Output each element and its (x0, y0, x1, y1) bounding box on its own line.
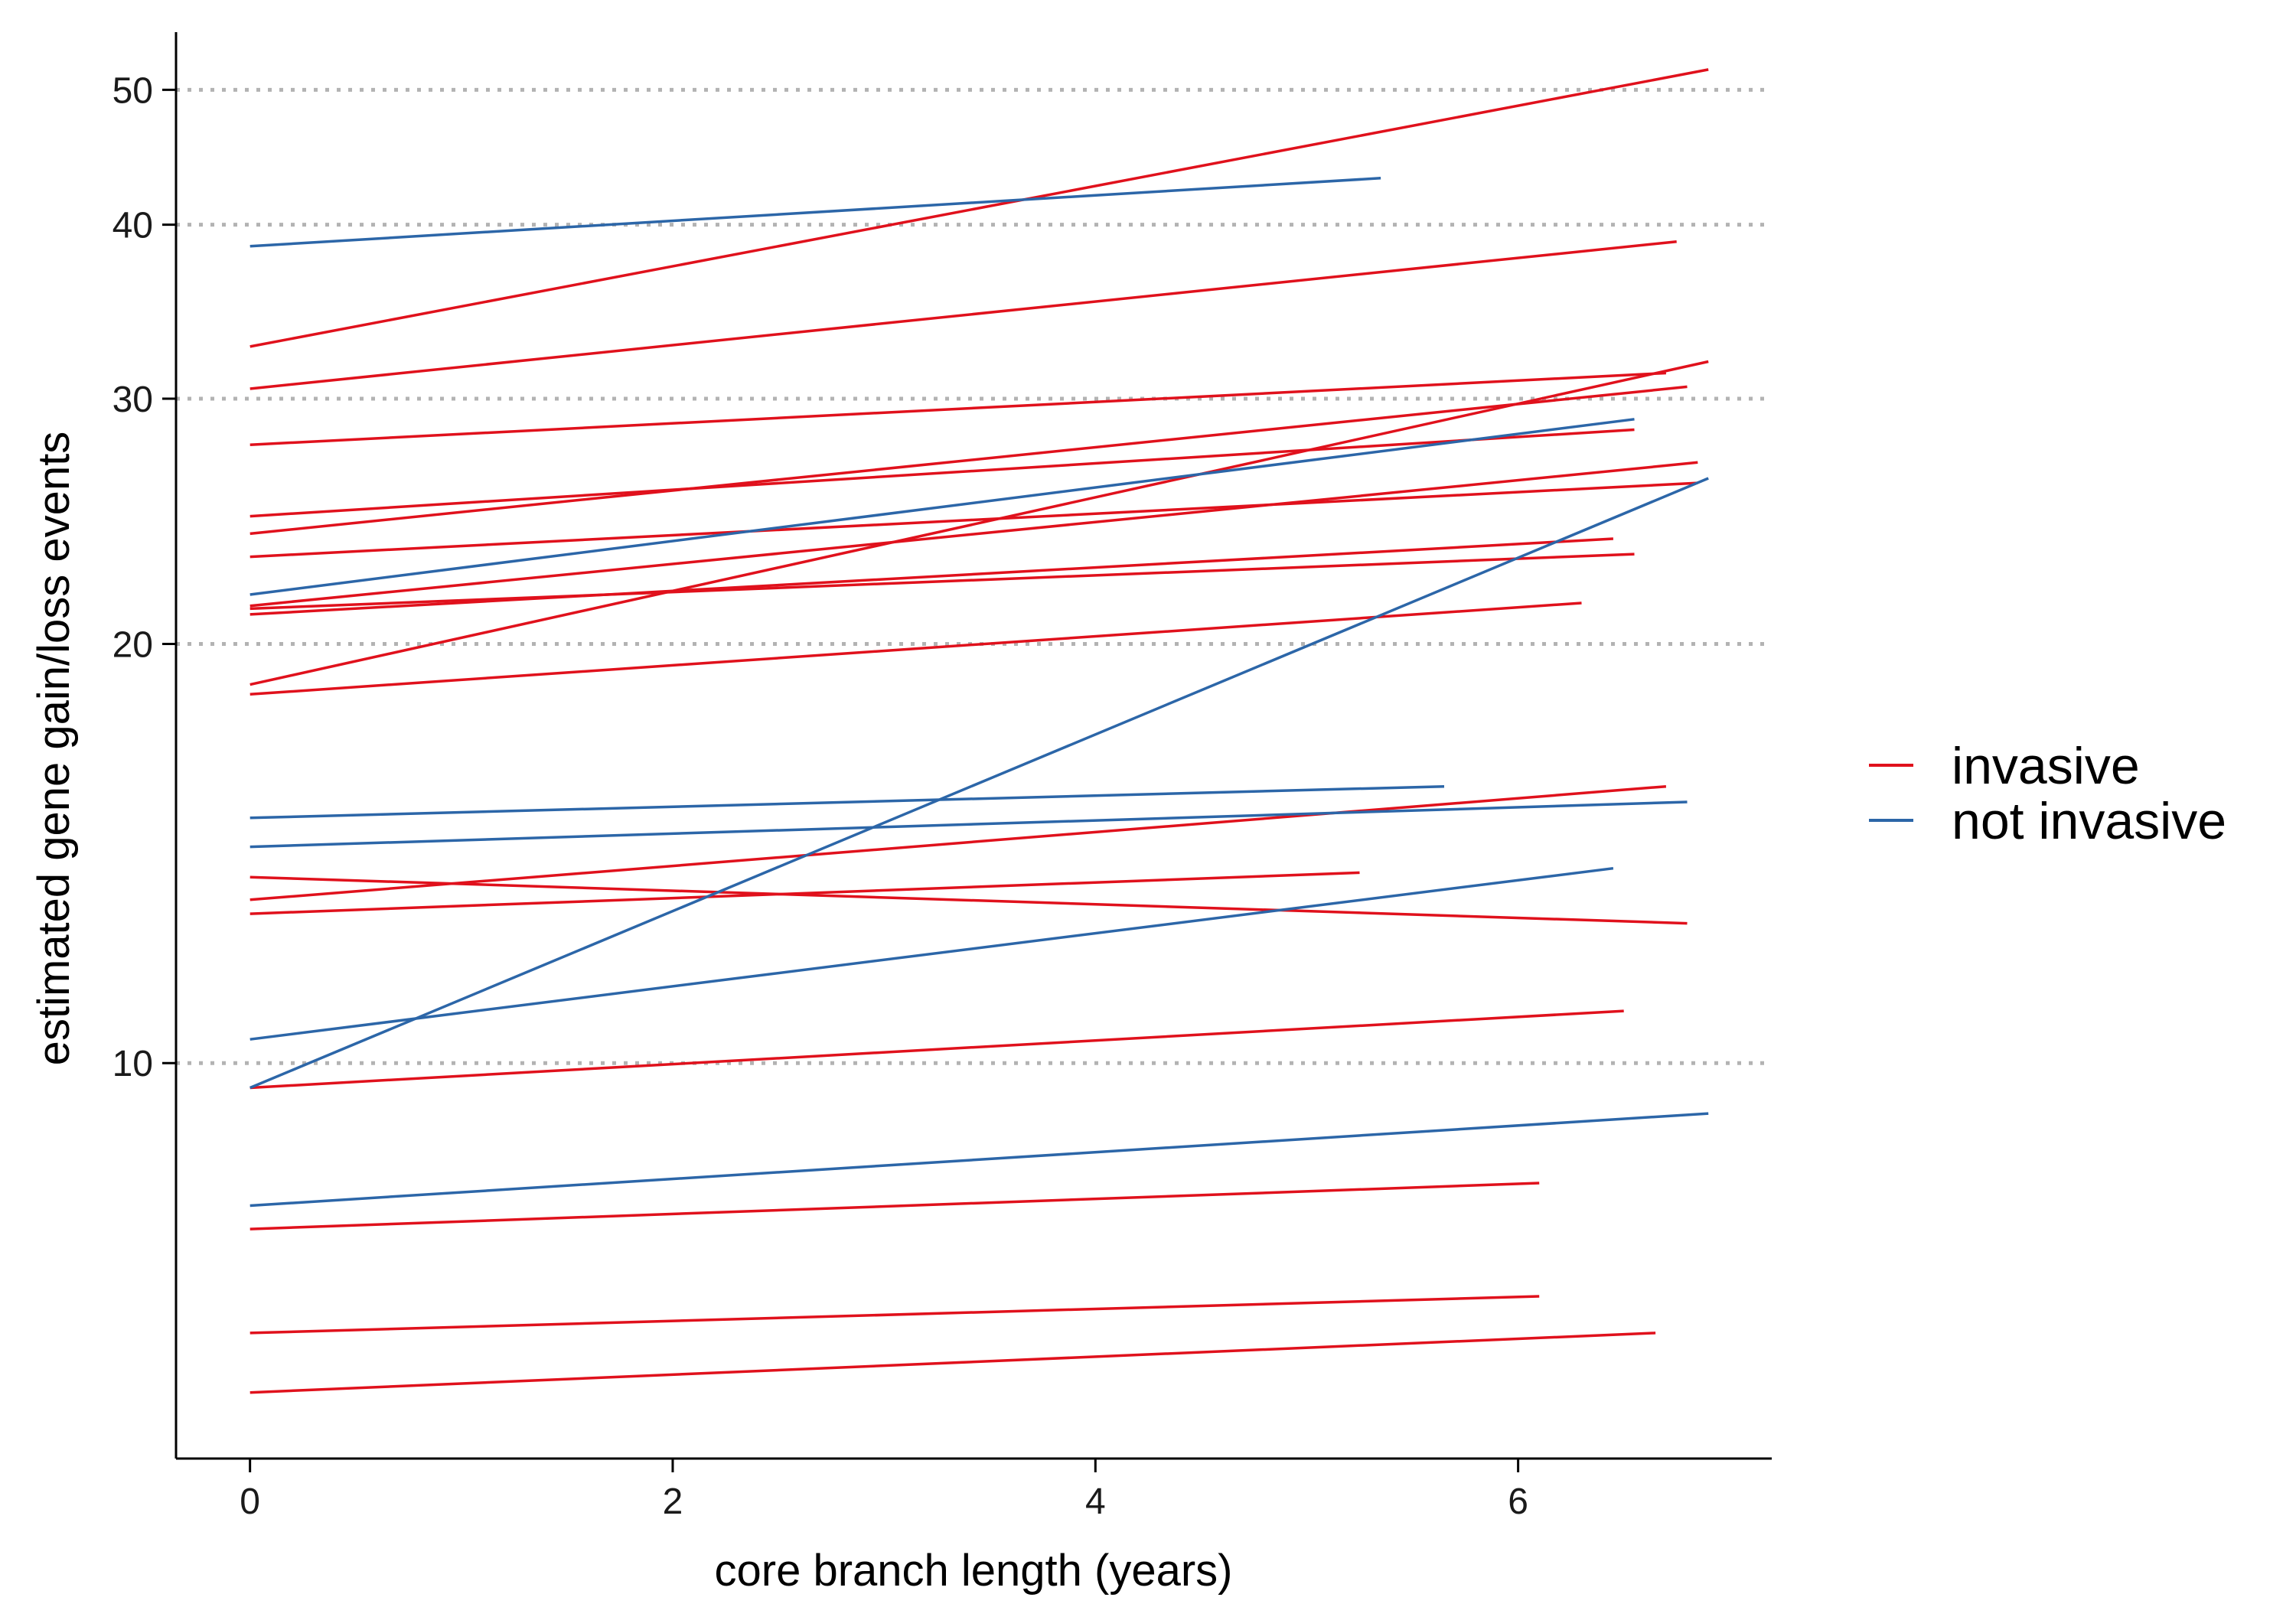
series-line-not-invasive (249, 177, 1381, 248)
series-line-invasive (249, 1295, 1540, 1335)
series-line-not-invasive (249, 477, 1709, 1090)
series-line-invasive (249, 875, 1688, 925)
y-ticks: 10 20 30 40 50 (113, 70, 176, 1084)
series-line-not-invasive (249, 1112, 1709, 1208)
series-line-invasive (249, 461, 1698, 608)
series-line-invasive (249, 360, 1709, 686)
legend-label: invasive (1952, 737, 2140, 795)
y-tick-label: 30 (113, 380, 153, 420)
y-tick-label: 50 (113, 70, 153, 111)
series-line-invasive (249, 871, 1360, 915)
series-line-invasive (249, 784, 1667, 901)
series-line-invasive (249, 1009, 1624, 1090)
series-line-invasive (249, 68, 1709, 348)
y-tick-label: 40 (113, 206, 153, 246)
series-line-not-invasive (249, 784, 1445, 820)
series-line-invasive (249, 601, 1582, 696)
y-tick-label: 20 (113, 624, 153, 665)
series-line-invasive (249, 537, 1613, 616)
y-axis-title: estimated gene gain/loss events (29, 432, 79, 1066)
series-line-invasive (249, 553, 1635, 611)
axes (174, 32, 1772, 1460)
y-tick-label: 10 (113, 1044, 153, 1084)
x-ticks: 0 2 4 6 (240, 1459, 1528, 1522)
legend-label: not invasive (1952, 792, 2226, 850)
series-line-invasive (249, 385, 1688, 536)
x-tick-label: 4 (1085, 1482, 1106, 1522)
x-axis-title: core branch length (years) (715, 1546, 1233, 1596)
gridlines (176, 87, 1772, 1065)
series-line-invasive (249, 1332, 1656, 1394)
series-line-not-invasive (249, 418, 1635, 596)
series-line-invasive (249, 1182, 1540, 1231)
x-tick-label: 6 (1508, 1482, 1528, 1522)
series-line-invasive (249, 240, 1677, 390)
series-line-invasive (249, 481, 1698, 559)
series-line-not-invasive (249, 866, 1614, 1041)
x-tick-label: 2 (663, 1482, 683, 1522)
series-line-invasive (249, 371, 1666, 446)
x-tick-label: 0 (240, 1482, 260, 1522)
series-line-not-invasive (249, 800, 1688, 849)
series-line-invasive (249, 428, 1635, 518)
series-lines (249, 68, 1709, 1394)
